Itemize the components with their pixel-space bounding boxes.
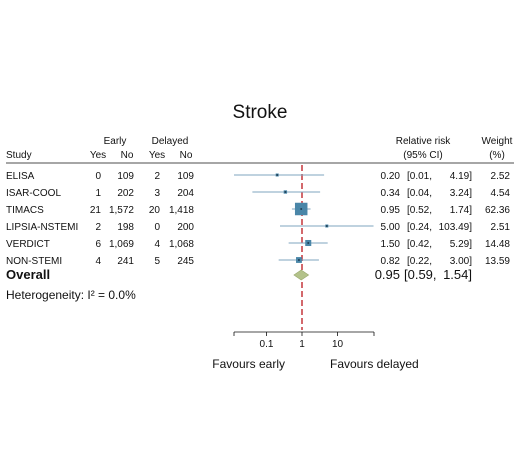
point-estimate bbox=[297, 259, 300, 261]
delayed-no: 1,068 bbox=[169, 239, 194, 250]
point-estimate bbox=[300, 208, 303, 210]
overall-ci-upper: 1.54] bbox=[443, 267, 472, 282]
ci-lower: [0.04, bbox=[407, 188, 432, 199]
weight-value: 2.51 bbox=[491, 222, 511, 233]
early-no: 198 bbox=[117, 222, 134, 233]
overall-rr: 0.95 bbox=[375, 267, 400, 282]
delayed-yes: 3 bbox=[154, 188, 160, 199]
header-early-yes: Yes bbox=[90, 150, 106, 161]
ci-upper: 3.00] bbox=[450, 256, 472, 267]
header-weight-line2: (%) bbox=[489, 150, 505, 161]
ci-lower: [0.52, bbox=[407, 205, 432, 216]
header-early-no: No bbox=[121, 150, 134, 161]
x-tick-label: 10 bbox=[332, 339, 344, 350]
x-tick-label: 0.1 bbox=[260, 339, 274, 350]
delayed-yes: 4 bbox=[154, 239, 160, 250]
plot-area bbox=[234, 165, 374, 330]
rr-value: 0.95 bbox=[381, 205, 401, 216]
ci-lower: [0.22, bbox=[407, 256, 432, 267]
ci-upper: 4.19] bbox=[450, 171, 472, 182]
weight-value: 14.48 bbox=[485, 239, 510, 250]
early-no: 1,069 bbox=[109, 239, 134, 250]
point-estimate bbox=[284, 191, 287, 193]
table-row: ISAR-COOL 1 202 3 204 0.34 [0.04, 3.24] 4.54 bbox=[6, 188, 510, 199]
chart-title: Stroke bbox=[233, 102, 288, 123]
early-yes: 21 bbox=[90, 205, 102, 216]
early-yes: 4 bbox=[95, 256, 101, 267]
study-name: TIMACS bbox=[6, 205, 44, 216]
delayed-no: 204 bbox=[177, 188, 194, 199]
table-row: NON-STEMI 4 241 5 245 0.82 [0.22, 3.00] 13.59 bbox=[6, 256, 510, 267]
delayed-yes: 5 bbox=[154, 256, 160, 267]
study-name: VERDICT bbox=[6, 239, 50, 250]
delayed-no: 245 bbox=[177, 256, 194, 267]
delayed-yes: 2 bbox=[154, 171, 160, 182]
rr-value: 0.34 bbox=[381, 188, 401, 199]
table-row: TIMACS 21 1,572 20 1,418 0.95 [0.52, 1.74] 62.36 bbox=[6, 205, 510, 216]
x-axis: 0.1 1 10 bbox=[233, 331, 375, 350]
weight-value: 13.59 bbox=[485, 256, 510, 267]
header-early: Early bbox=[104, 136, 127, 147]
point-estimate bbox=[307, 242, 310, 244]
early-yes: 1 bbox=[95, 188, 101, 199]
heterogeneity-text: Heterogeneity: I² = 0.0% bbox=[6, 288, 136, 302]
weight-value: 4.54 bbox=[491, 188, 511, 199]
header-study: Study bbox=[6, 150, 32, 161]
header-rr-line1: Relative risk bbox=[396, 136, 451, 147]
weight-value: 62.36 bbox=[485, 205, 510, 216]
overall-row: Overall 0.95 [0.59, 1.54] bbox=[6, 267, 472, 282]
ci-lower: [0.01, bbox=[407, 171, 432, 182]
overall-ci-lower: [0.59, bbox=[404, 267, 437, 282]
delayed-yes: 20 bbox=[149, 205, 161, 216]
early-no: 109 bbox=[117, 171, 134, 182]
point-estimate bbox=[276, 174, 279, 176]
early-yes: 6 bbox=[95, 239, 101, 250]
favours-delayed-label: Favours delayed bbox=[330, 357, 419, 371]
ci-lower: [0.42, bbox=[407, 239, 432, 250]
early-no: 241 bbox=[117, 256, 134, 267]
header-rr-line2: (95% CI) bbox=[403, 150, 442, 161]
weight-value: 2.52 bbox=[491, 171, 511, 182]
early-yes: 2 bbox=[95, 222, 101, 233]
ci-upper: 103.49] bbox=[439, 222, 473, 233]
study-name: ISAR-COOL bbox=[6, 188, 61, 199]
rr-value: 1.50 bbox=[381, 239, 401, 250]
ci-lower: [0.24, bbox=[407, 222, 432, 233]
ci-upper: 5.29] bbox=[450, 239, 472, 250]
overall-label: Overall bbox=[6, 267, 50, 282]
study-name: ELISA bbox=[6, 171, 35, 182]
ci-upper: 1.74] bbox=[450, 205, 472, 216]
table-row: ELISA 0 109 2 109 0.20 [0.01, 4.19] 2.52 bbox=[6, 171, 510, 182]
delayed-no: 200 bbox=[177, 222, 194, 233]
header-delayed-yes: Yes bbox=[149, 150, 165, 161]
header-weight-line1: Weight bbox=[482, 136, 513, 147]
header-delayed: Delayed bbox=[152, 136, 189, 147]
delayed-no: 1,418 bbox=[169, 205, 194, 216]
early-yes: 0 bbox=[95, 171, 101, 182]
header-delayed-no: No bbox=[180, 150, 193, 161]
rr-value: 0.20 bbox=[381, 171, 401, 182]
favours-early-label: Favours early bbox=[212, 357, 285, 371]
overall-diamond bbox=[293, 269, 310, 281]
rr-value: 5.00 bbox=[381, 222, 401, 233]
ci-upper: 3.24] bbox=[450, 188, 472, 199]
delayed-no: 109 bbox=[177, 171, 194, 182]
study-rows: ELISA 0 109 2 109 0.20 [0.01, 4.19] 2.52 ISAR-COO… bbox=[6, 171, 510, 267]
table-row: VERDICT 6 1,069 4 1,068 1.50 [0.42, 5.29] 14.48 bbox=[6, 239, 510, 250]
rr-value: 0.82 bbox=[381, 256, 401, 267]
early-no: 202 bbox=[117, 188, 134, 199]
early-no: 1,572 bbox=[109, 205, 134, 216]
study-name: LIPSIA-NSTEMI bbox=[6, 222, 78, 233]
x-tick-label: 1 bbox=[299, 339, 305, 350]
study-name: NON-STEMI bbox=[6, 256, 62, 267]
point-estimate bbox=[325, 225, 328, 227]
table-row: LIPSIA-NSTEMI 2 198 0 200 5.00 [0.24, 103.49] 2.… bbox=[6, 222, 510, 233]
delayed-yes: 0 bbox=[154, 222, 160, 233]
